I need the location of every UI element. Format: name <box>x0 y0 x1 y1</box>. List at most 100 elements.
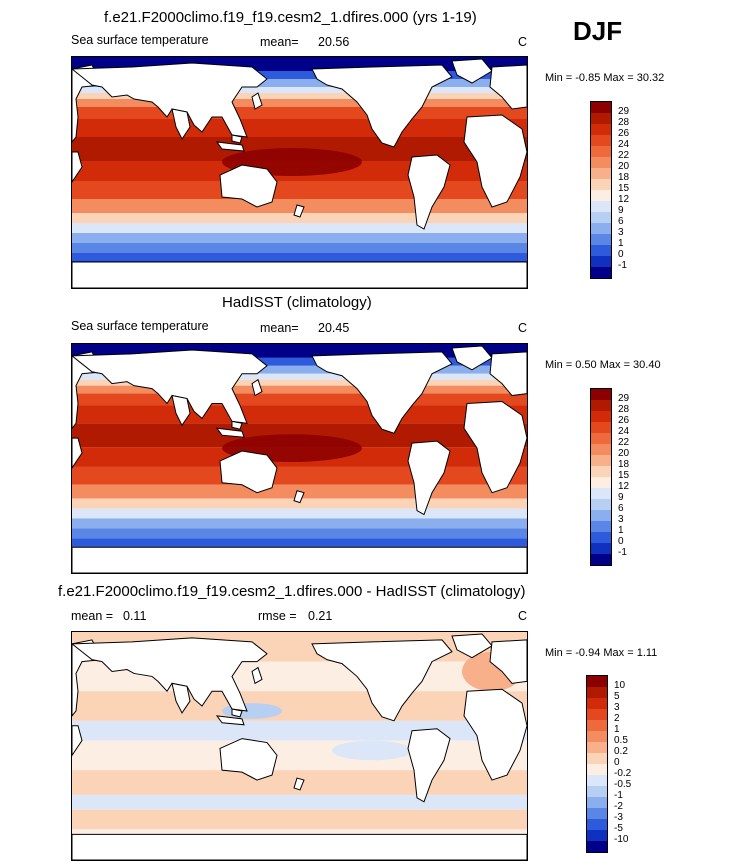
colorbar-tick-label: 6 <box>618 216 624 227</box>
sst-band <box>72 393 527 406</box>
landmass-outline <box>172 683 190 713</box>
landmass-outline <box>452 634 492 658</box>
colorbar-swatch <box>587 764 607 775</box>
sst-band <box>72 107 527 119</box>
colorbar-swatch <box>587 819 607 830</box>
landmass-outline <box>72 262 527 288</box>
colorbar-tick-label: 0.5 <box>614 735 628 746</box>
landmass-outline <box>252 93 262 109</box>
colorbar-tick-label: 5 <box>614 691 620 702</box>
colorbar-tick-label: -10 <box>614 834 629 845</box>
colorbar-swatch <box>591 190 611 201</box>
colorbar-tick-label: 3 <box>618 227 624 238</box>
sst-band <box>72 99 527 107</box>
colorbar-tick-label: 20 <box>618 448 630 459</box>
sst-band <box>72 79 527 87</box>
colorbar-tick-label: -5 <box>614 823 623 834</box>
sst-band <box>72 538 527 547</box>
colorbar-tick-label: 0 <box>618 536 624 547</box>
colorbar-tick-label: 3 <box>618 514 624 525</box>
panel-3-title: f.e21.F2000climo.f19_f19.cesm2_1.dfires.… <box>58 583 526 600</box>
panel-1-mean-value: 20.56 <box>318 35 350 49</box>
colorbar-tick-label: -0.2 <box>614 768 632 779</box>
colorbar-tick-label: -2 <box>614 801 623 812</box>
colorbar-swatch <box>591 267 611 278</box>
colorbar-tick-label: 18 <box>618 459 630 470</box>
sst-band <box>72 119 527 137</box>
sst-band <box>72 357 527 366</box>
colorbar-swatch <box>591 179 611 190</box>
sst-field-map <box>72 632 527 860</box>
colorbar-swatch <box>591 488 611 499</box>
landmass-outline <box>294 491 304 503</box>
landmass-outline <box>72 152 82 182</box>
landmass-outline <box>294 778 304 790</box>
colorbar-tick-label: -1 <box>618 547 627 558</box>
panel-3-units: C <box>518 609 528 623</box>
landmass-outline <box>217 142 244 151</box>
panel-3-minmax: Min = -0.94 Max = 1.11 <box>545 647 658 659</box>
colorbar-swatch <box>587 797 607 808</box>
panel-2-minmax: Min = 0.50 Max = 30.40 <box>545 359 661 371</box>
colorbar-tick-label: 1 <box>618 525 624 536</box>
sst-field-map <box>72 57 527 288</box>
colorbar-swatch <box>587 731 607 742</box>
colorbar-swatch <box>591 499 611 510</box>
landmass-outline <box>294 205 304 217</box>
landmass-outline <box>490 352 527 396</box>
colorbar-swatch <box>591 477 611 488</box>
landmass-outline <box>408 441 450 514</box>
panel-3-rmse-label: rmse = <box>258 609 297 623</box>
sst-band <box>72 93 527 99</box>
colorbar-swatch <box>587 775 607 786</box>
colorbar-tick-label: -1 <box>614 790 623 801</box>
colorbar-swatch <box>591 201 611 212</box>
panel-2-mean-value: 20.45 <box>318 321 350 335</box>
colorbar-tick-label: 2 <box>614 713 620 724</box>
colorbar-swatch <box>587 830 607 841</box>
landmass-outline <box>490 640 527 683</box>
colorbar-tick-label: 18 <box>618 172 630 183</box>
sst-band <box>72 233 527 243</box>
colorbar-tick-label: 29 <box>618 393 630 404</box>
colorbar-tick-label: -1 <box>618 260 627 271</box>
colorbar-swatch <box>591 521 611 532</box>
landmass-outline <box>464 401 527 492</box>
colorbar-swatch <box>591 543 611 554</box>
colorbar-tick-label: 29 <box>618 106 630 117</box>
landmass-outline <box>72 547 527 573</box>
colorbar-tick-label: 28 <box>618 404 630 415</box>
colorbar-swatch <box>591 455 611 466</box>
panel-1-mean-label: mean= <box>260 35 299 49</box>
colorbar-tick-label: -0.5 <box>614 779 632 790</box>
colorbar-tick-label: 1 <box>618 238 624 249</box>
panel-2-colorbar <box>590 388 612 566</box>
landmass-outline <box>252 380 262 396</box>
sst-band <box>72 385 527 394</box>
sst-band <box>72 528 527 539</box>
landmass-outline <box>217 428 244 437</box>
sst-band <box>72 71 527 79</box>
colorbar-swatch <box>587 742 607 753</box>
colorbar-tick-label: 26 <box>618 415 630 426</box>
season-label: DJF <box>573 16 623 46</box>
panel-3-colorbar <box>586 675 608 853</box>
landmass-outline <box>72 834 527 860</box>
panel-2-mean-label: mean= <box>260 321 299 335</box>
landmass-outline <box>220 739 277 780</box>
colorbar-tick-label: 20 <box>618 161 630 172</box>
sst-band <box>72 508 527 519</box>
sst-band <box>72 87 527 93</box>
colorbar-swatch <box>591 510 611 521</box>
colorbar-tick-label: 3 <box>614 702 620 713</box>
landmass-outline <box>490 65 527 109</box>
colorbar-swatch <box>591 389 611 400</box>
colorbar-tick-label: 15 <box>618 470 630 481</box>
sst-band <box>72 740 527 771</box>
landmass-outline <box>312 352 452 433</box>
colorbar-tick-label: 24 <box>618 426 630 437</box>
sst-band <box>72 809 527 830</box>
colorbar-tick-label: 0 <box>614 757 620 768</box>
colorbar-tick-label: -3 <box>614 812 623 823</box>
colorbar-tick-label: 28 <box>618 117 630 128</box>
